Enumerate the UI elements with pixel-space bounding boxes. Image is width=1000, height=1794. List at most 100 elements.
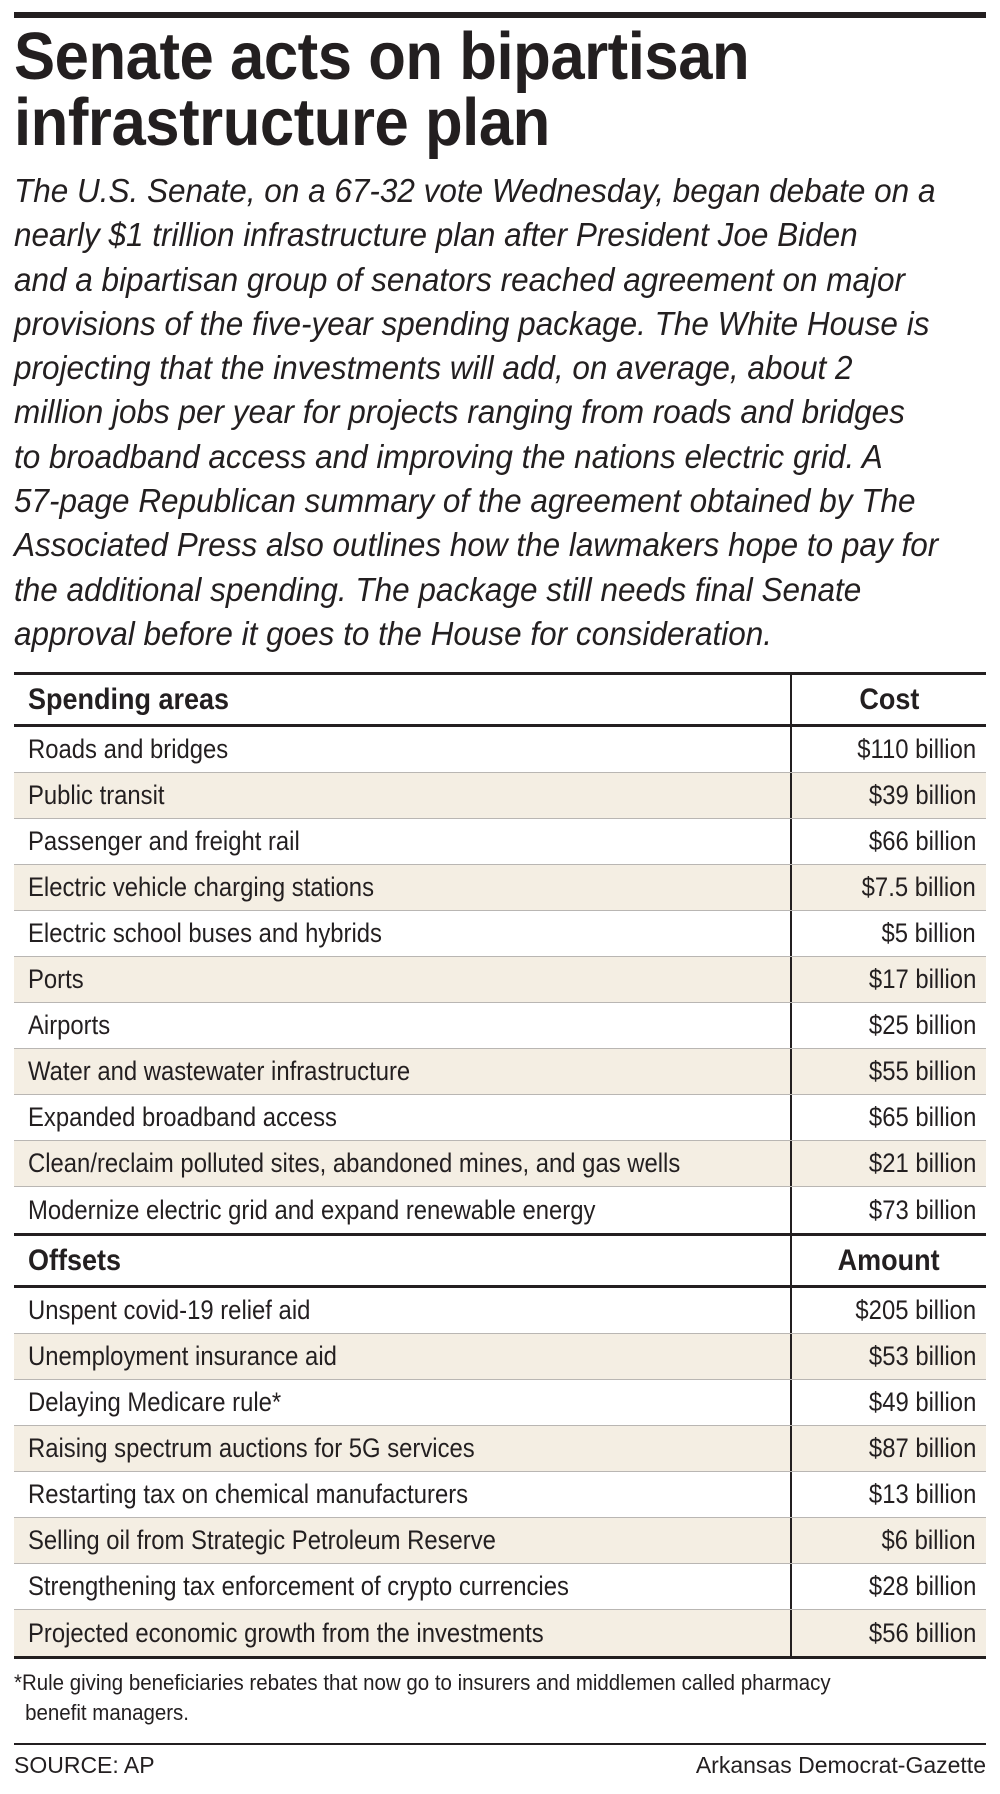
row-label-text: Ports [28, 964, 84, 994]
row-label: Water and wastewater infrastructure [14, 1049, 790, 1094]
row-value: $7.5 billion [790, 865, 986, 910]
table-row: Raising spectrum auctions for 5G service… [14, 1426, 986, 1472]
row-value-text: $205 billion [855, 1295, 976, 1325]
row-value-text: $39 billion [868, 780, 976, 810]
row-label: Electric school buses and hybrids [14, 911, 790, 956]
table-row: Strengthening tax enforcement of crypto … [14, 1564, 986, 1610]
row-label-text: Modernize electric grid and expand renew… [28, 1194, 596, 1225]
row-value: $25 billion [790, 1003, 986, 1048]
row-label: Passenger and freight rail [14, 819, 790, 864]
row-label: Airports [14, 1003, 790, 1048]
row-label: Restarting tax on chemical manufacturers [14, 1472, 790, 1517]
footer-rule [14, 1743, 986, 1745]
row-label-text: Electric school buses and hybrids [28, 918, 382, 948]
table-row: Electric school buses and hybrids $5 bill… [14, 911, 986, 957]
row-value-text: $28 billion [868, 1571, 976, 1601]
spending-header-value-text: Cost [858, 682, 919, 716]
row-value: $73 billion [790, 1187, 986, 1233]
table-row: Unspent covid-19 relief aid $205 billion [14, 1288, 986, 1334]
intro-line: 57-page Republican summary of the agreem… [14, 483, 916, 521]
intro-line: nearly $1 trillion infrastructure plan a… [14, 217, 858, 255]
row-value-text: $17 billion [868, 964, 976, 994]
table-row: Water and wastewater infrastructure $55 b… [14, 1049, 986, 1095]
table-row: Clean/reclaim polluted sites, abandoned … [14, 1141, 986, 1187]
row-value: $28 billion [790, 1564, 986, 1609]
row-value: $66 billion [790, 819, 986, 864]
spending-header-row: Spending areas Cost [14, 675, 986, 727]
offsets-header-label-text: Offsets [28, 1243, 122, 1277]
row-label-text: Strengthening tax enforcement of crypto … [28, 1571, 569, 1601]
row-value-text: $7.5 billion [861, 872, 976, 902]
row-value-text: $65 billion [868, 1102, 976, 1132]
table-row: Modernize electric grid and expand renew… [14, 1187, 986, 1233]
table-row: Electric vehicle charging stations $7.5 b… [14, 865, 986, 911]
row-value-text: $55 billion [868, 1056, 976, 1086]
table-row: Expanded broadband access $65 billion [14, 1095, 986, 1141]
row-value-text: $6 billion [881, 1525, 976, 1555]
table-row: Airports $25 billion [14, 1003, 986, 1049]
row-value: $17 billion [790, 957, 986, 1002]
offsets-header-value-text: Amount [838, 1243, 940, 1277]
row-value-text: $66 billion [868, 826, 976, 856]
row-value-text: $49 billion [868, 1387, 976, 1417]
table-row: Roads and bridges $110 billion [14, 727, 986, 773]
row-value: $13 billion [790, 1472, 986, 1517]
row-value: $21 billion [790, 1141, 986, 1186]
row-label: Unemployment insurance aid [14, 1334, 790, 1379]
headline-line-2: infrastructure plan [14, 85, 550, 160]
row-value-text: $13 billion [868, 1479, 976, 1509]
intro-line: the additional spending. The package sti… [14, 571, 862, 609]
row-label-text: Airports [28, 1010, 111, 1040]
headline-line-1: Senate acts on bipartisan [14, 19, 750, 94]
table-row: Unemployment insurance aid $53 billion [14, 1334, 986, 1380]
row-label: Clean/reclaim polluted sites, abandoned … [14, 1141, 790, 1186]
row-label: Unspent covid-19 relief aid [14, 1288, 790, 1333]
row-value-text: $53 billion [868, 1341, 976, 1371]
row-label: Modernize electric grid and expand renew… [14, 1187, 790, 1233]
row-label-text: Roads and bridges [28, 734, 229, 764]
headline: Senate acts on bipartisan infrastructure… [14, 19, 986, 160]
intro-line: and a bipartisan group of senators reach… [14, 261, 906, 299]
row-label-text: Passenger and freight rail [28, 826, 300, 856]
cost-table: Spending areas Cost Roads and bridges $11… [14, 672, 986, 1659]
row-value: $5 billion [790, 911, 986, 956]
offsets-header-row: Offsets Amount [14, 1236, 986, 1288]
intro-line: approval before it goes to the House for… [14, 615, 772, 653]
intro-line: to broadband access and improving the na… [14, 438, 883, 476]
row-label: Roads and bridges [14, 727, 790, 772]
table-bottom-rule [14, 1656, 986, 1659]
row-value: $6 billion [790, 1518, 986, 1563]
table-top-rule [14, 672, 986, 675]
top-rule [14, 12, 986, 18]
row-value: $49 billion [790, 1380, 986, 1425]
row-label-text: Water and wastewater infrastructure [28, 1056, 411, 1086]
table-row: Delaying Medicare rule* $49 billion [14, 1380, 986, 1426]
row-value-text: $21 billion [868, 1148, 976, 1178]
row-label: Raising spectrum auctions for 5G service… [14, 1426, 790, 1471]
row-label-text: Electric vehicle charging stations [28, 872, 374, 902]
row-label-text: Expanded broadband access [28, 1102, 337, 1132]
table-row: Passenger and freight rail $66 billion [14, 819, 986, 865]
row-label-text: Unspent covid-19 relief aid [28, 1295, 311, 1325]
offsets-header-value: Amount [790, 1236, 986, 1285]
section-divider-rule [14, 1233, 986, 1236]
intro-line: million jobs per year for projects rangi… [14, 394, 905, 432]
row-label: Ports [14, 957, 790, 1002]
row-value: $87 billion [790, 1426, 986, 1471]
footnote: *Rule giving beneficiaries rebates that … [14, 1668, 981, 1728]
table-row: Public transit $39 billion [14, 773, 986, 819]
row-value-text: $87 billion [868, 1433, 976, 1463]
row-label-text: Restarting tax on chemical manufacturers [28, 1479, 469, 1509]
footnote-line-1: *Rule giving beneficiaries rebates that … [14, 1670, 831, 1695]
row-label: Delaying Medicare rule* [14, 1380, 790, 1425]
row-label: Expanded broadband access [14, 1095, 790, 1140]
row-value: $205 billion [790, 1288, 986, 1333]
row-label-text: Public transit [28, 780, 165, 810]
source-credit: SOURCE: AP [14, 1752, 155, 1778]
spending-header-label-text: Spending areas [28, 682, 230, 716]
spending-header-label: Spending areas [14, 675, 790, 724]
intro-line: projecting that the investments will add… [14, 350, 853, 388]
offsets-header-label: Offsets [14, 1236, 790, 1285]
table-row: Selling oil from Strategic Petroleum Res… [14, 1518, 986, 1564]
intro-line: Associated Press also outlines how the l… [14, 527, 939, 565]
